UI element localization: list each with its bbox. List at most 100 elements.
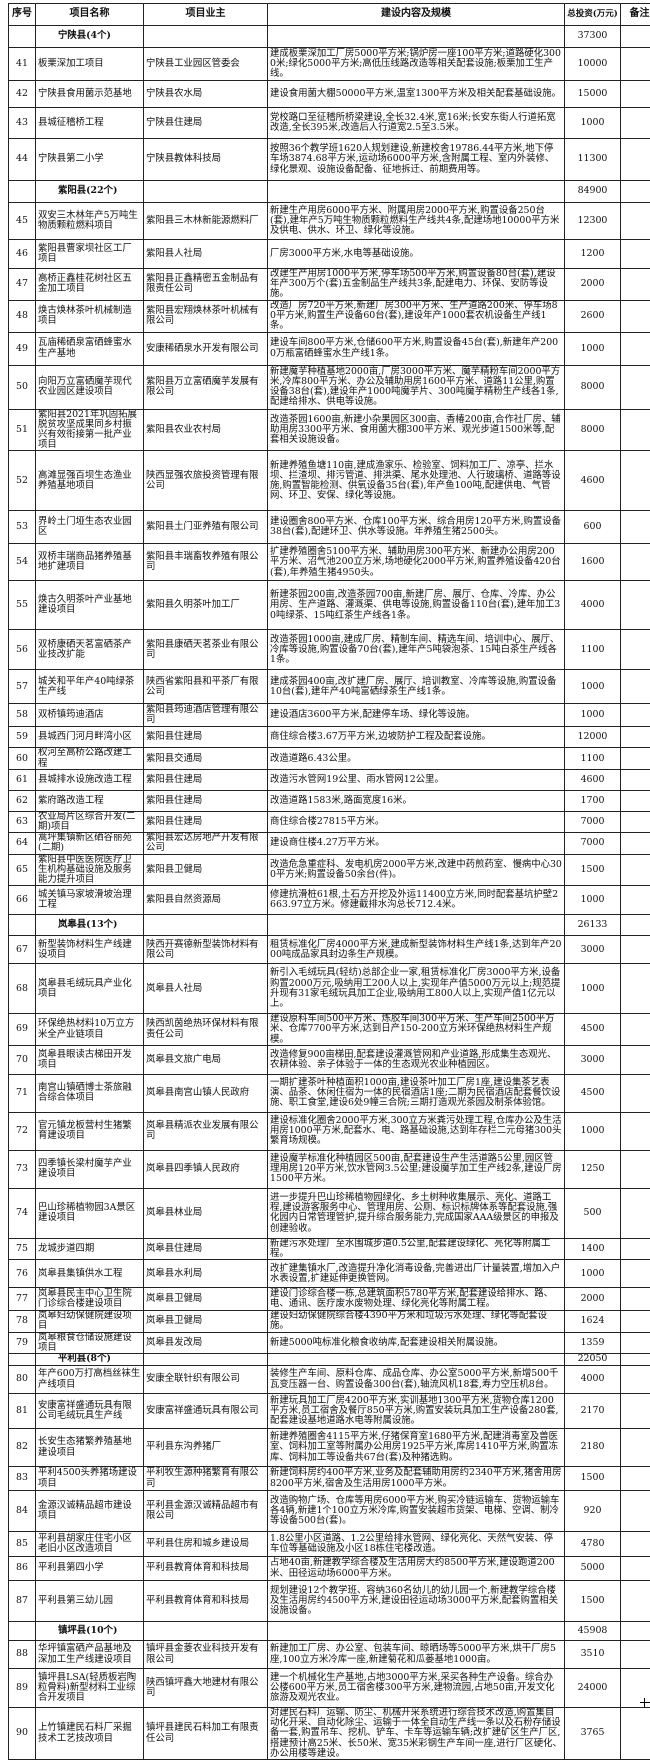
project-owner: 紫阳县自然资源局	[144, 886, 268, 915]
remark-cell	[621, 240, 650, 269]
total-invest: 4600	[565, 451, 621, 511]
remark-cell	[621, 48, 650, 81]
header-no: 序号	[9, 4, 36, 26]
row-no: 41	[9, 48, 36, 81]
total-invest: 1000	[565, 704, 621, 727]
project-content: 新建茶园200亩,改造茶园700亩,新建厂房、展厅、仓库、冷库、办公用房、生产道…	[268, 581, 565, 630]
project-content: 对建民石料厂运输、防尘、机械开采系统进行综合技术改造,购置集自动化开采、自动化除…	[268, 1708, 565, 1760]
project-name: 焕古久明茶叶产业基地建设项目	[36, 581, 144, 630]
project-content: 建设原料车间500平方米、炼胶车间300平方米、生产车间2500平方米、仓库77…	[268, 1014, 565, 1046]
total-invest: 8000	[565, 365, 621, 409]
project-table: 序号 项目名称 项目业主 建设内容及规模 总投资(万元) 备注 宁陕县(4个)3…	[8, 3, 650, 1760]
remark-cell	[621, 769, 650, 790]
project-name: 板栗深加工项目	[36, 48, 144, 81]
row-no: 52	[9, 451, 36, 511]
project-content: 新引入毛绒玩具(轻纺)总部企业一家,租赁标准化厂房3000平方米,设备购置200…	[268, 964, 565, 1014]
group-owner-cell	[144, 1354, 268, 1366]
row-no: 49	[9, 332, 36, 365]
row-no: 89	[9, 1669, 36, 1708]
project-name: 金源汉诚精品超市建设项目	[36, 1491, 144, 1532]
total-invest: 4600	[565, 769, 621, 790]
total-invest: 1000	[565, 332, 621, 365]
remark-cell	[621, 748, 650, 769]
total-invest: 3000	[565, 1045, 621, 1074]
total-invest: 12000	[565, 727, 621, 748]
project-owner: 平利县教育体育和科技局	[144, 1557, 268, 1581]
row-no: 51	[9, 409, 36, 451]
project-content: 建成板栗深加工厂房5000平方米;锅炉房一座100平方米;道路硬化3000米;绿…	[268, 48, 565, 81]
total-invest: 2000	[565, 1288, 621, 1311]
project-content: 建一个机械化生产基地,占地3000平方米,采买各种生产设备。综合办公楼600平方…	[268, 1669, 565, 1708]
row-no: 65	[9, 854, 36, 886]
remark-cell	[621, 1622, 650, 1641]
project-owner: 平利牧生源种猪繁育有限公司	[144, 1467, 268, 1491]
row-no: 67	[9, 936, 36, 964]
row-no: 64	[9, 833, 36, 854]
project-content: 党校路口至征稽所桥梁建设,全长32.4米,宽16米;长安东街人行道拓宽改造,全长…	[268, 108, 565, 139]
row-no: 82	[9, 1429, 36, 1467]
project-name: 龙城步道四期	[36, 1238, 144, 1259]
total-invest: 1500	[565, 1467, 621, 1491]
project-content: 新建生产用房6000平方米、附属用房2000平方米,购置设备250台(套),建年…	[268, 203, 565, 240]
row-no: 43	[9, 108, 36, 139]
remark-cell	[621, 139, 650, 181]
project-name: 平利4500头养猪场建设项目	[36, 1467, 144, 1491]
remark-cell	[621, 727, 650, 748]
row-no: 53	[9, 511, 36, 544]
project-owner: 岚皋县南宫山镇人民政府	[144, 1074, 268, 1112]
project-owner: 岚皋县人社局	[144, 964, 268, 1014]
project-owner: 紫阳县宏翔焕林茶叶机械有限公司	[144, 300, 268, 332]
total-invest: 3510	[565, 1641, 621, 1669]
group-content-cell	[268, 1622, 565, 1641]
project-content: 新建养殖鱼塘110亩,建成渔家乐、检验室、饲料加工厂、凉亭、拦水坝、拦渣坝、排污…	[268, 451, 565, 511]
project-owner: 紫阳县农业农村局	[144, 409, 268, 451]
project-owner: 岚皋县文旅广电局	[144, 1045, 268, 1074]
project-name: 巴山珍稀植物园3A景区建设项目	[36, 1188, 144, 1238]
remark-cell	[621, 1332, 650, 1353]
project-owner: 安康全联针织有限公司	[144, 1366, 268, 1394]
row-no: 62	[9, 790, 36, 811]
project-name: 高滩显强百坝生态渔业养殖基地项目	[36, 451, 144, 511]
project-content: 建成茶园400亩,改扩建厂房、展厅、培训教室、冷库等设施,购置设备10台(套),…	[268, 670, 565, 704]
header-owner: 项目业主	[144, 4, 268, 26]
county-group-row: 镇坪县(10个)45908	[9, 1622, 650, 1641]
group-content-cell	[268, 26, 565, 48]
remark-cell	[621, 1532, 650, 1557]
row-no: 60	[9, 748, 36, 769]
project-content: 进一步提升巴山珍稀植物园绿化、乡土树种收集展示、亮化、道路工程,建设游客服务中心…	[268, 1188, 565, 1238]
group-content-cell	[268, 915, 565, 936]
project-name: 年产600万打高档丝袜生产线项目	[36, 1366, 144, 1394]
county-group-row: 宁陕县(4个)37300	[9, 26, 650, 48]
row-no: 58	[9, 704, 36, 727]
group-no-cell	[9, 181, 36, 203]
remark-cell	[621, 704, 650, 727]
remark-cell	[621, 269, 650, 301]
project-content: 改造修复900亩梯田,配套建设灌溉管网和产业道路,形成集生态观光、农耕体验、亲子…	[268, 1045, 565, 1074]
remark-cell	[621, 1467, 650, 1491]
row-no: 83	[9, 1467, 36, 1491]
project-content: 新建魔芋种植基地2000亩,厂房3000平方米、魔芋精粉车间2000平方米,冷库…	[268, 365, 565, 409]
project-owner: 紫阳县人社局	[144, 240, 268, 269]
project-name: 上竹镇建民石料厂采掘技术工艺技改项目	[36, 1708, 144, 1760]
project-content: 改建生产用房1000平方米,停车场500平方米,购置设备80台(套),建设年产3…	[268, 269, 565, 301]
row-no: 71	[9, 1074, 36, 1112]
row-no: 48	[9, 300, 36, 332]
remark-cell	[621, 1014, 650, 1046]
remark-cell	[621, 1311, 650, 1332]
project-owner: 紫阳县久明茶叶加工厂	[144, 581, 268, 630]
remark-cell	[621, 300, 650, 332]
row-no: 66	[9, 886, 36, 915]
project-name: 双安三木林年产5万吨生物质颗粒燃料项目	[36, 203, 144, 240]
